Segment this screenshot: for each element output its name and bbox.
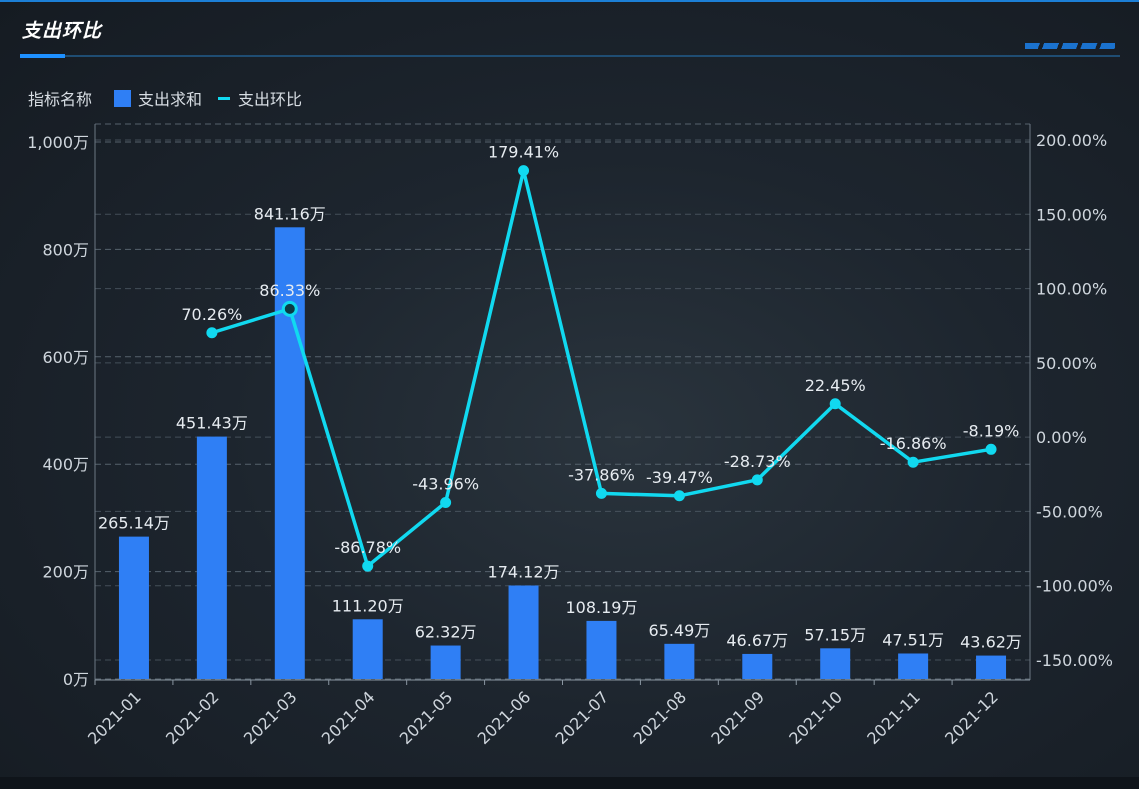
line-point-2021-03 (281, 300, 298, 317)
x-tick-label: 2021-10 (785, 687, 846, 748)
line-point-2021-07 (595, 487, 607, 499)
line-label-2021-03: 86.33% (259, 281, 320, 300)
bar-label-2021-08: 65.49万 (648, 621, 710, 640)
bar-2021-04 (352, 619, 383, 679)
x-tick-label: 2021-04 (318, 687, 379, 748)
bar-2021-12 (976, 655, 1007, 679)
line-label-2021-02: 70.26% (181, 305, 242, 324)
bar-2021-01 (118, 536, 149, 679)
line-point-2021-05 (440, 496, 452, 508)
panel-title: 支出环比 (22, 20, 103, 42)
y-right-tick-label: -150.00% (1036, 651, 1113, 670)
y-left-tick-label: 800万 (42, 240, 89, 259)
bar-label-2021-07: 108.19万 (565, 598, 637, 617)
title-stripe-decoration (1025, 43, 1115, 49)
bar-2021-08 (664, 643, 695, 679)
y-right-tick-label: 150.00% (1036, 205, 1107, 224)
legend-line-label: 支出环比 (238, 90, 303, 109)
x-tick-label: 2021-08 (629, 687, 690, 748)
legend-bar-swatch (114, 89, 132, 107)
bar-label-2021-09: 46.67万 (726, 631, 788, 650)
y-right-tick-label: 50.00% (1036, 354, 1097, 373)
bar-label-2021-01: 265.14万 (98, 514, 170, 533)
bar-label-2021-05: 62.32万 (415, 623, 477, 642)
line-point-2021-10 (829, 398, 841, 410)
legend-title: 指标名称 (28, 90, 93, 109)
y-left-tick-label: 400万 (42, 455, 89, 474)
x-tick-label: 2021-02 (162, 687, 223, 748)
line-label-2021-04: -86.78% (334, 538, 401, 557)
bottom-strip (0, 777, 1139, 789)
line-label-2021-05: -43.96% (412, 474, 479, 493)
y-left-tick-label: 600万 (42, 348, 89, 367)
legend-item-line[interactable]: 支出环比 (218, 86, 302, 110)
bar-label-2021-03: 841.16万 (254, 204, 326, 223)
legend-bar-label: 支出求和 (138, 90, 203, 109)
line-point-2021-06 (518, 165, 530, 177)
bar-label-2021-04: 111.20万 (332, 596, 404, 615)
bar-2021-02 (196, 436, 227, 679)
y-right-tick-label: -50.00% (1036, 502, 1103, 521)
line-label-2021-08: -39.47% (646, 468, 713, 487)
line-label-2021-09: -28.73% (724, 452, 791, 471)
bar-label-2021-10: 57.15万 (804, 625, 866, 644)
x-tick-label: 2021-06 (474, 687, 535, 748)
x-tick-label: 2021-07 (552, 687, 613, 748)
legend-item-bar[interactable]: 支出求和 (114, 86, 202, 110)
line-label-2021-11: -16.86% (880, 434, 947, 453)
bar-2021-09 (742, 653, 773, 679)
line-label-2021-12: -8.19% (963, 421, 1020, 440)
x-tick-label: 2021-11 (863, 687, 924, 748)
y-right-tick-label: 0.00% (1036, 428, 1087, 447)
line-label-2021-10: 22.45% (805, 376, 866, 395)
bar-label-2021-02: 451.43万 (176, 414, 248, 433)
bar-2021-07 (586, 620, 617, 679)
x-tick-label: 2021-09 (707, 687, 768, 748)
bar-2021-11 (898, 653, 929, 679)
x-tick-label: 2021-01 (84, 687, 145, 748)
y-right-tick-label: 200.00% (1036, 131, 1107, 150)
bar-label-2021-12: 43.62万 (960, 633, 1022, 652)
line-point-2021-09 (751, 474, 763, 486)
y-left-tick-label: 1,000万 (27, 133, 89, 152)
x-tick-label: 2021-12 (941, 687, 1002, 748)
title-divider (20, 55, 1120, 57)
line-point-2021-02 (206, 327, 218, 339)
line-point-2021-12 (985, 443, 997, 455)
y-right-tick-label: 100.00% (1036, 280, 1107, 299)
bar-label-2021-11: 47.51万 (882, 630, 944, 649)
line-point-2021-04 (362, 560, 374, 572)
chart-legend: 指标名称 支出求和 支出环比 (28, 86, 318, 110)
line-label-2021-07: -37.86% (568, 465, 635, 484)
bar-2021-05 (430, 645, 461, 679)
title-accent-bar (20, 54, 65, 58)
legend-line-swatch (218, 96, 231, 100)
y-left-tick-label: 0万 (63, 670, 89, 689)
bar-2021-10 (820, 648, 851, 679)
x-tick-label: 2021-03 (240, 687, 301, 748)
line-point-2021-08 (673, 490, 685, 502)
bar-2021-06 (508, 585, 539, 679)
bar-label-2021-06: 174.12万 (488, 562, 560, 581)
line-series-path (211, 168, 992, 568)
y-left-tick-label: 200万 (42, 563, 89, 582)
x-tick-label: 2021-05 (396, 687, 457, 748)
y-right-tick-label: -100.00% (1036, 577, 1113, 596)
line-label-2021-06: 179.41% (488, 143, 559, 162)
line-point-2021-11 (907, 456, 919, 468)
